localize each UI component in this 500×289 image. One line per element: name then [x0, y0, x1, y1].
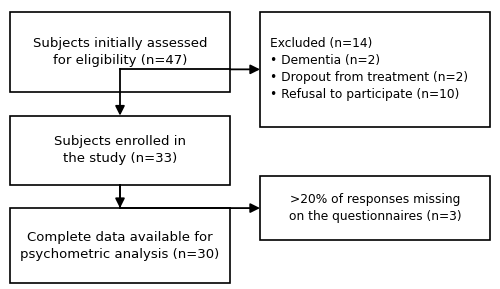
Text: Subjects initially assessed
for eligibility (n=47): Subjects initially assessed for eligibil…: [33, 37, 208, 67]
FancyBboxPatch shape: [10, 116, 230, 185]
Text: Subjects enrolled in
the study (n=33): Subjects enrolled in the study (n=33): [54, 135, 186, 165]
FancyBboxPatch shape: [10, 208, 230, 283]
FancyBboxPatch shape: [10, 12, 230, 92]
Text: >20% of responses missing
on the questionnaires (n=3): >20% of responses missing on the questio…: [288, 193, 462, 223]
Text: Excluded (n=14)
• Dementia (n=2)
• Dropout from treatment (n=2)
• Refusal to par: Excluded (n=14) • Dementia (n=2) • Dropo…: [270, 37, 468, 101]
Text: Complete data available for
psychometric analysis (n=30): Complete data available for psychometric…: [20, 231, 220, 261]
FancyBboxPatch shape: [260, 12, 490, 127]
FancyBboxPatch shape: [260, 176, 490, 240]
